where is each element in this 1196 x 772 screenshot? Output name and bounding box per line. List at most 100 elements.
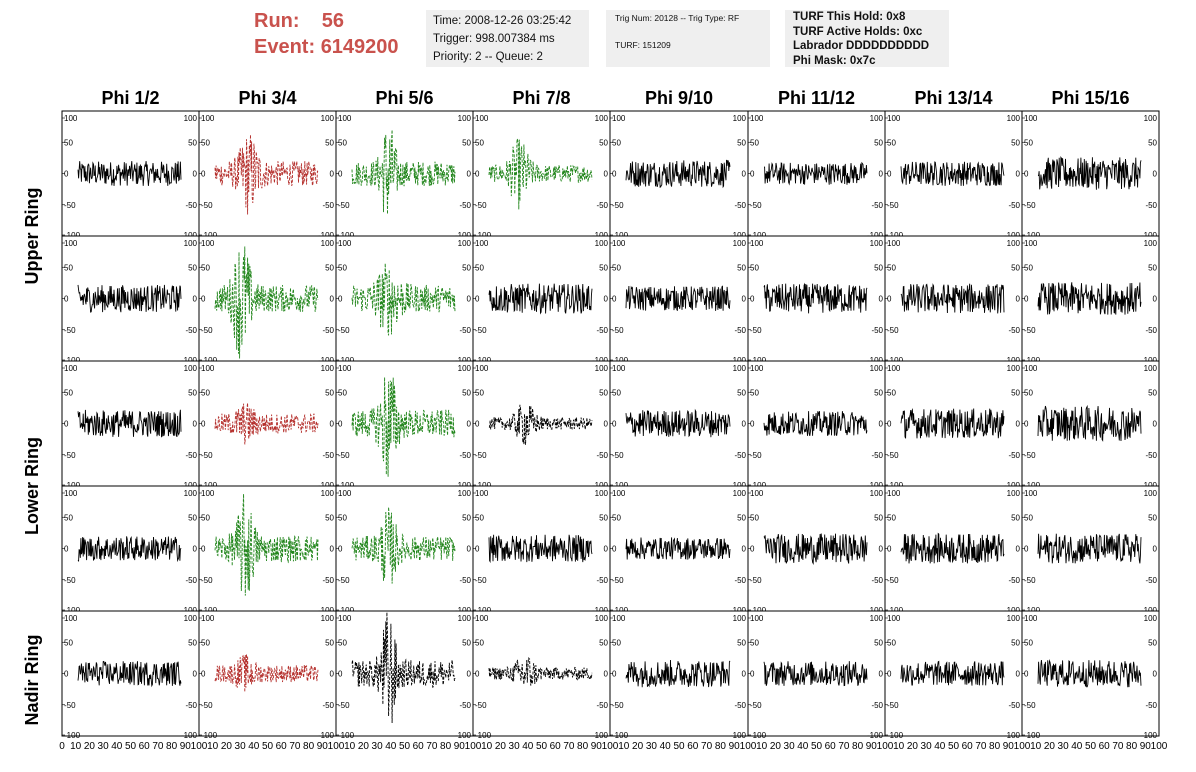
y-tick-label: 50 xyxy=(1024,638,1033,647)
y-tick-label: -50 xyxy=(338,326,350,335)
run-label: Run: xyxy=(254,10,300,32)
y-tick-label: 0 xyxy=(201,670,206,679)
x-tick-label: 20 xyxy=(358,741,370,752)
y-tick-label: -50 xyxy=(1024,576,1036,585)
y-tick-label: 0 xyxy=(1153,295,1158,304)
y-tick-label: 50 xyxy=(737,263,746,272)
x-tick-label: 90 xyxy=(591,741,603,752)
x-tick-label: 60 xyxy=(825,741,837,752)
y-tick-label: 50 xyxy=(338,513,347,522)
priority-line: Priority: 2 -- Queue: 2 xyxy=(433,51,543,63)
y-tick-label: 50 xyxy=(737,638,746,647)
y-tick-label: 0 xyxy=(201,545,206,554)
y-tick-label: 50 xyxy=(475,388,484,397)
waveform-trace xyxy=(900,161,1005,187)
y-tick-label: 100 xyxy=(458,614,472,623)
y-tick-label: 100 xyxy=(733,114,747,123)
y-tick-label: 50 xyxy=(201,263,210,272)
y-tick-label: 0 xyxy=(887,670,892,679)
y-tick-label: 100 xyxy=(750,364,764,373)
y-tick-label: -100 xyxy=(201,731,218,740)
x-tick-label: 100 xyxy=(328,741,345,752)
y-tick-label: 50 xyxy=(1148,263,1157,272)
y-tick-label: -50 xyxy=(750,451,762,460)
y-tick-label: -100 xyxy=(475,731,492,740)
x-tick-label: 10 xyxy=(481,741,493,752)
y-tick-label: 100 xyxy=(870,114,884,123)
x-tick-label: 50 xyxy=(399,741,411,752)
waveform-trace xyxy=(77,161,182,186)
y-tick-label: 100 xyxy=(1007,489,1021,498)
x-tick-label: 40 xyxy=(1071,741,1083,752)
x-tick-label: 70 xyxy=(1112,741,1124,752)
waveform-trace xyxy=(1037,282,1142,315)
y-tick-label: 100 xyxy=(64,239,78,248)
y-tick-label: -50 xyxy=(64,576,76,585)
event-label: Event: xyxy=(254,36,316,58)
y-tick-label: 100 xyxy=(458,489,472,498)
trigger-line: Trigger: 998.007384 ms xyxy=(433,33,555,45)
y-tick-label: -50 xyxy=(1145,201,1157,210)
y-tick-label: -50 xyxy=(322,576,334,585)
y-tick-label: -50 xyxy=(612,201,624,210)
y-tick-label: 0 xyxy=(193,170,198,179)
y-tick-label: 50 xyxy=(874,513,883,522)
y-tick-label: 0 xyxy=(604,295,609,304)
y-tick-label: 50 xyxy=(338,263,347,272)
x-tick-label: 80 xyxy=(1126,741,1138,752)
y-tick-label: 100 xyxy=(887,489,901,498)
panel-frame xyxy=(335,610,474,737)
event-row: Event: 6149200 xyxy=(254,34,399,60)
y-tick-label: 0 xyxy=(330,420,335,429)
y-tick-label: 100 xyxy=(321,489,335,498)
y-tick-label: 0 xyxy=(612,670,617,679)
x-tick-label: 40 xyxy=(660,741,672,752)
waveform-trace xyxy=(900,408,1005,439)
x-tick-label: 10 xyxy=(1030,741,1042,752)
y-tick-label: -100 xyxy=(455,731,472,740)
y-tick-label: 100 xyxy=(458,364,472,373)
x-tick-label: 100 xyxy=(602,741,619,752)
y-tick-label: -50 xyxy=(201,326,213,335)
x-tick-label: 40 xyxy=(248,741,260,752)
y-tick-label: -50 xyxy=(475,451,487,460)
y-tick-label: 0 xyxy=(1016,170,1021,179)
y-tick-label: 50 xyxy=(462,513,471,522)
waveform-trace xyxy=(1037,155,1142,190)
y-tick-label: -50 xyxy=(734,451,746,460)
waveform-trace xyxy=(488,534,593,564)
y-tick-label: 0 xyxy=(201,170,206,179)
y-tick-label: 100 xyxy=(1024,364,1038,373)
y-tick-label: 0 xyxy=(330,295,335,304)
waveform-trace xyxy=(488,404,593,445)
y-tick-label: 0 xyxy=(467,170,472,179)
x-tick-label: 50 xyxy=(1085,741,1097,752)
y-tick-label: -50 xyxy=(1024,201,1036,210)
y-tick-label: 50 xyxy=(188,638,197,647)
y-tick-label: 100 xyxy=(1144,364,1158,373)
x-tick-label: 30 xyxy=(509,741,521,752)
x-tick-label: 40 xyxy=(522,741,534,752)
y-tick-label: -50 xyxy=(64,451,76,460)
y-tick-label: 50 xyxy=(325,388,334,397)
y-tick-label: 50 xyxy=(64,388,73,397)
y-tick-label: 50 xyxy=(64,513,73,522)
y-tick-label: -50 xyxy=(596,326,608,335)
y-tick-label: 100 xyxy=(750,239,764,248)
x-tick-label: 0 xyxy=(59,741,65,752)
y-tick-label: -50 xyxy=(185,451,197,460)
y-tick-label: 0 xyxy=(742,295,747,304)
x-tick-label: 60 xyxy=(413,741,425,752)
y-tick-label: 50 xyxy=(201,638,210,647)
waveform-trace xyxy=(900,283,1005,314)
